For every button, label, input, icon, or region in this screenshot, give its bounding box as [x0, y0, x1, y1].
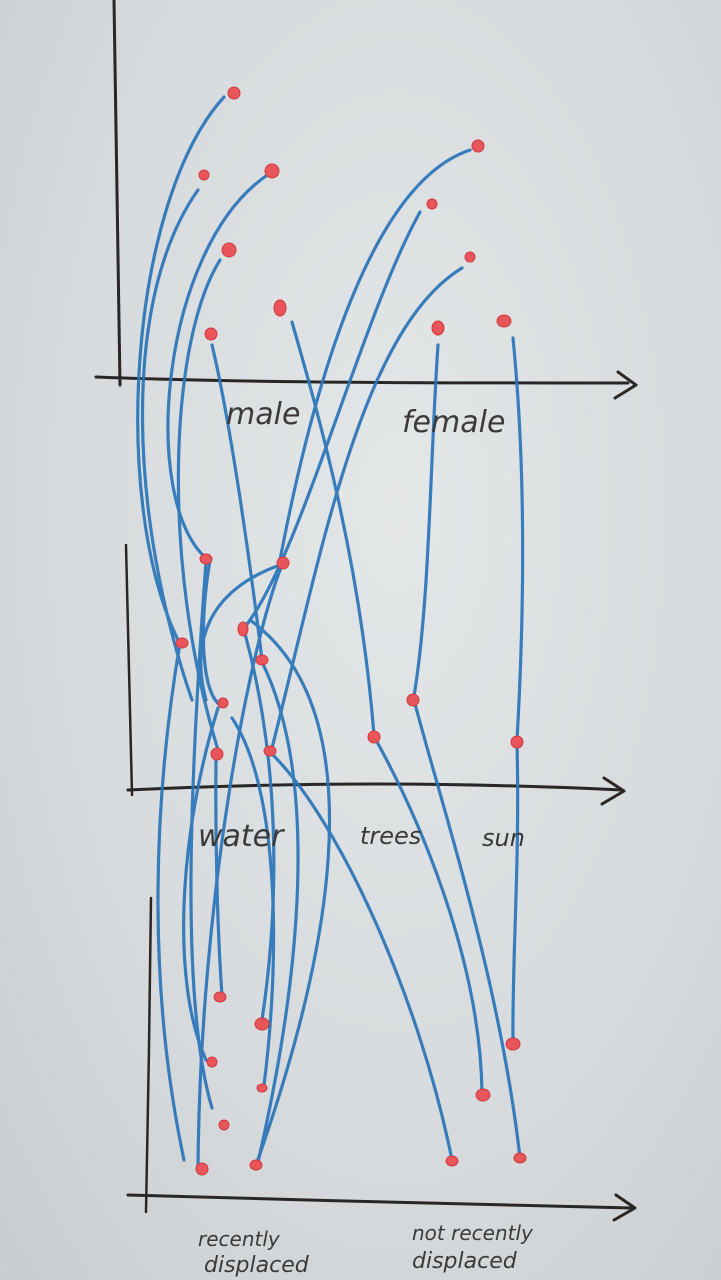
flow-line — [290, 320, 376, 737]
dot — [175, 637, 189, 649]
label-not-recently: not recently — [412, 1221, 534, 1245]
bottom-vertical-axis — [144, 896, 153, 1214]
bottom-axis-arrowhead — [612, 1193, 637, 1222]
dot — [218, 1119, 230, 1131]
flow-line — [242, 628, 276, 1022]
dot — [210, 747, 224, 761]
flow-line — [182, 706, 220, 1062]
dot — [249, 1159, 263, 1171]
label-displaced-right: displaced — [412, 1249, 518, 1274]
dot — [255, 654, 269, 666]
dot — [221, 242, 237, 258]
dot — [276, 556, 290, 570]
axes — [94, 0, 638, 1222]
middle-axis-arrowhead — [600, 776, 626, 806]
flow-line — [268, 750, 454, 1162]
dot — [431, 320, 445, 336]
dot — [464, 251, 476, 263]
label-sun: sun — [482, 824, 525, 852]
dot — [475, 1088, 491, 1102]
flow-line — [156, 641, 186, 1162]
flow-line — [166, 174, 268, 560]
flow-lines — [136, 95, 525, 1170]
flow-line — [270, 266, 464, 750]
dot — [204, 327, 218, 341]
label-female: female — [402, 405, 505, 440]
dot — [367, 730, 381, 744]
flow-line — [210, 343, 264, 662]
dot — [426, 198, 438, 210]
flow-line — [256, 660, 300, 1164]
dot — [513, 1152, 527, 1164]
dot — [199, 553, 213, 565]
dot — [217, 697, 229, 709]
label-water: water — [198, 819, 285, 854]
dot — [505, 1037, 521, 1051]
top-axis-arrowhead — [613, 370, 638, 400]
flow-line — [511, 336, 525, 742]
dot — [471, 139, 485, 153]
endpoint-dots — [175, 86, 527, 1176]
dot — [195, 1162, 209, 1176]
dot — [237, 621, 249, 637]
dot — [198, 169, 210, 181]
dot — [213, 991, 227, 1003]
middle-vertical-axis — [124, 543, 134, 797]
bottom-horizontal-axis — [126, 1193, 634, 1210]
dot — [206, 1056, 218, 1068]
flow-line — [242, 210, 422, 630]
flow-line — [140, 188, 200, 702]
dot — [263, 745, 277, 757]
flow-line — [374, 738, 484, 1094]
label-displaced-left: displaced — [204, 1253, 310, 1278]
flow-line — [412, 343, 440, 698]
label-male: male — [226, 397, 300, 432]
flow-line — [278, 148, 472, 562]
flow-line — [248, 618, 332, 1167]
flow-line — [196, 558, 286, 1170]
dot — [445, 1155, 459, 1167]
flow-line — [412, 698, 522, 1160]
dot — [406, 693, 420, 707]
top-vertical-axis — [112, 0, 122, 387]
dot — [496, 314, 512, 328]
dot — [264, 163, 280, 179]
flow-line — [201, 558, 222, 707]
dot — [256, 1083, 268, 1093]
dot — [273, 299, 287, 317]
dot — [510, 735, 524, 749]
labels: male female water trees sun recently dis… — [198, 397, 534, 1278]
flow-line — [199, 563, 282, 702]
top-horizontal-axis — [94, 375, 630, 385]
middle-horizontal-axis — [126, 782, 624, 792]
dot — [254, 1017, 270, 1031]
flow-line — [511, 743, 520, 1042]
dot — [227, 86, 241, 100]
label-trees: trees — [360, 822, 421, 850]
flow-line — [230, 716, 276, 1087]
label-recently: recently — [198, 1227, 281, 1251]
flow-line — [136, 95, 226, 642]
